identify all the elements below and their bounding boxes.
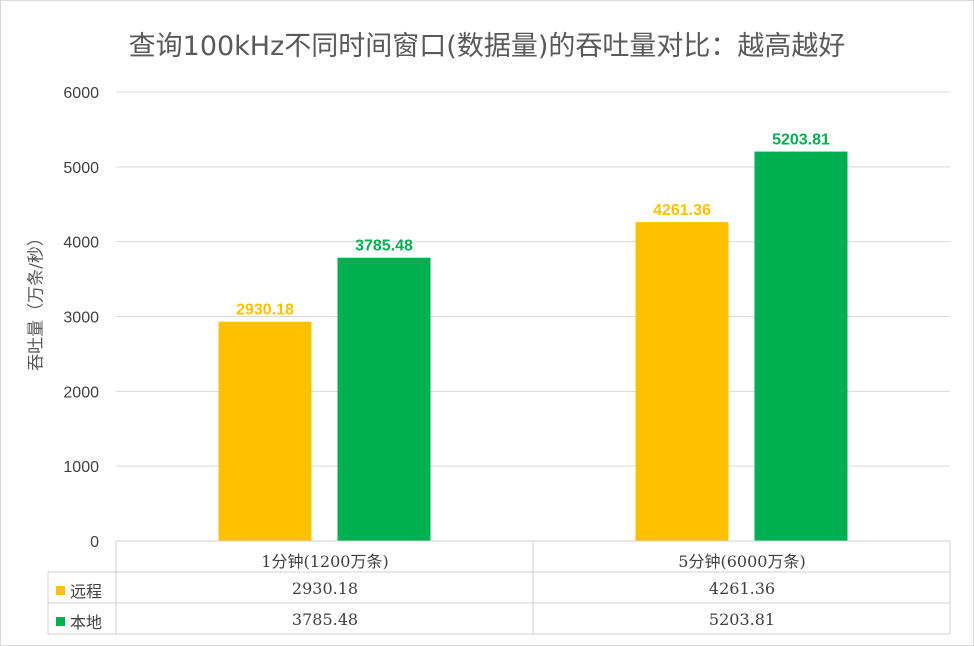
y-tick-label: 2000 <box>63 384 99 401</box>
category-label: 5分钟(6000万条) <box>678 552 806 571</box>
bar <box>218 321 312 541</box>
data-label: 3785.48 <box>355 238 413 255</box>
chart-title: 查询100kHz不同时间窗口(数据量)的吞吐量对比：越高越好 <box>128 31 846 62</box>
legend-key-remote: 远程 <box>56 578 102 602</box>
y-tick-label: 5000 <box>63 160 99 177</box>
table-cell: 3785.48 <box>291 610 359 629</box>
y-tick-label: 6000 <box>63 85 99 102</box>
y-tick-label: 4000 <box>63 235 99 252</box>
legend-label: 本地 <box>70 613 103 632</box>
y-tick-label: 3000 <box>63 310 99 327</box>
y-tick-labels: 0 1000 2000 3000 4000 5000 6000 <box>63 85 99 551</box>
bar <box>754 151 848 542</box>
legend-label: 远程 <box>70 582 103 601</box>
table-cell: 4261.36 <box>708 579 776 598</box>
bar <box>635 222 729 542</box>
category-label: 1分钟(1200万条) <box>261 552 389 571</box>
data-label: 4261.36 <box>653 202 711 219</box>
bar <box>337 257 431 541</box>
table-cell: 2930.18 <box>291 579 359 598</box>
y-tick-label: 1000 <box>63 459 99 476</box>
data-table: 1分钟(1200万条) 5分钟(6000万条) 远程 2930.18 4261.… <box>48 541 950 635</box>
data-label: 2930.18 <box>236 302 294 319</box>
y-tick-label: 0 <box>90 534 99 551</box>
data-table-lines <box>47 540 951 635</box>
table-cell: 5203.81 <box>708 610 776 629</box>
data-label: 5203.81 <box>772 132 830 149</box>
legend-key-local: 本地 <box>56 609 102 633</box>
data-labels: 2930.18 4261.36 3785.48 5203.81 <box>236 132 830 319</box>
remote-swatch <box>56 585 65 595</box>
local-swatch <box>56 616 65 626</box>
bars <box>218 151 848 542</box>
